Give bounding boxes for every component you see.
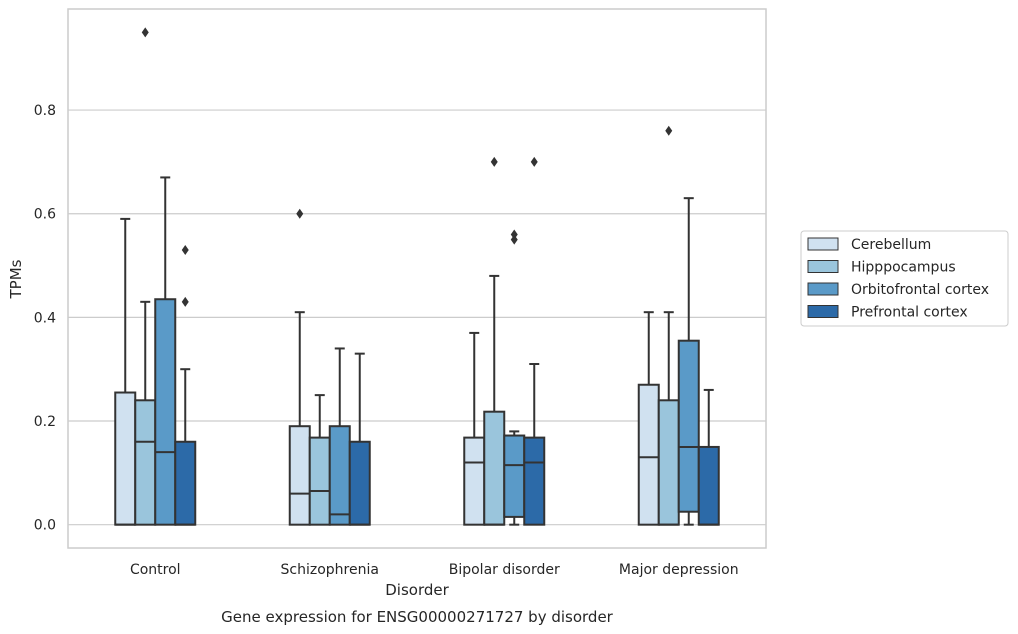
box xyxy=(697,388,720,526)
outlier-point xyxy=(141,27,149,38)
box xyxy=(348,352,371,526)
outlier-point xyxy=(665,125,673,136)
box-body xyxy=(503,434,526,518)
box xyxy=(637,311,660,526)
box xyxy=(174,244,197,526)
legend-label: Orbitofrontal cortex xyxy=(851,282,989,298)
y-tick-label: 0.0 xyxy=(34,518,56,534)
x-axis-ticks: Control Schizophrenia Bipolar disorder Majo… xyxy=(130,562,739,578)
box-body xyxy=(114,391,137,526)
outlier-point xyxy=(490,156,498,167)
legend-frame xyxy=(800,230,1009,327)
legend-swatch xyxy=(807,237,839,251)
box-body xyxy=(328,425,351,526)
box-body xyxy=(483,410,506,526)
y-axis-ticks: 0.0 0.2 0.4 0.6 0.8 xyxy=(34,103,56,534)
x-tick-label: Control xyxy=(130,562,181,578)
legend-swatch xyxy=(807,260,839,273)
x-axis-label: Disorder xyxy=(385,581,449,599)
legend-item: Hipppocampus xyxy=(807,260,956,276)
outlier-point xyxy=(510,229,518,240)
outlier-point xyxy=(510,234,518,245)
box xyxy=(523,156,546,526)
y-axis-label: TPMs xyxy=(7,259,25,299)
outlier-point xyxy=(181,296,189,307)
y-tick-label: 0.2 xyxy=(34,414,56,430)
legend-item: Orbitofrontal cortex xyxy=(807,282,989,298)
box xyxy=(288,208,311,526)
box-body xyxy=(697,445,720,526)
box xyxy=(114,217,137,526)
legend-item: Cerebellum xyxy=(807,237,931,253)
legend-label: Cerebellum xyxy=(851,237,931,253)
box-body xyxy=(348,440,371,526)
box-body xyxy=(677,339,700,513)
x-tick-label: Major depression xyxy=(619,562,739,578)
box-body xyxy=(134,399,157,526)
outlier-point xyxy=(530,156,538,167)
box xyxy=(154,176,177,526)
box-body xyxy=(657,399,680,526)
chart-caption: Gene expression for ENSG00000271727 by d… xyxy=(221,608,614,626)
legend-label: Prefrontal cortex xyxy=(851,305,968,321)
box-body xyxy=(523,436,546,526)
box xyxy=(677,197,700,526)
y-tick-label: 0.4 xyxy=(34,310,56,326)
y-tick-label: 0.6 xyxy=(34,207,56,223)
outlier-point xyxy=(181,244,189,255)
x-tick-label: Schizophrenia xyxy=(281,562,379,578)
x-tick-label: Bipolar disorder xyxy=(449,562,560,578)
legend-label: Hipppocampus xyxy=(851,260,956,276)
box-body xyxy=(308,436,331,526)
box-body xyxy=(463,436,486,526)
legend: Cerebellum Hipppocampus Orbitofrontal cort… xyxy=(800,230,1009,327)
legend-swatch xyxy=(807,305,839,318)
box xyxy=(657,125,680,526)
box-body xyxy=(288,425,311,526)
outlier-point xyxy=(296,208,304,219)
plot-frame xyxy=(67,8,767,549)
box-body xyxy=(174,440,197,526)
box-body xyxy=(154,298,177,526)
box-body xyxy=(637,383,660,526)
plot-area xyxy=(114,27,720,526)
legend-item: Prefrontal cortex xyxy=(807,305,968,321)
y-tick-label: 0.8 xyxy=(34,103,56,119)
legend-swatch xyxy=(807,282,839,296)
